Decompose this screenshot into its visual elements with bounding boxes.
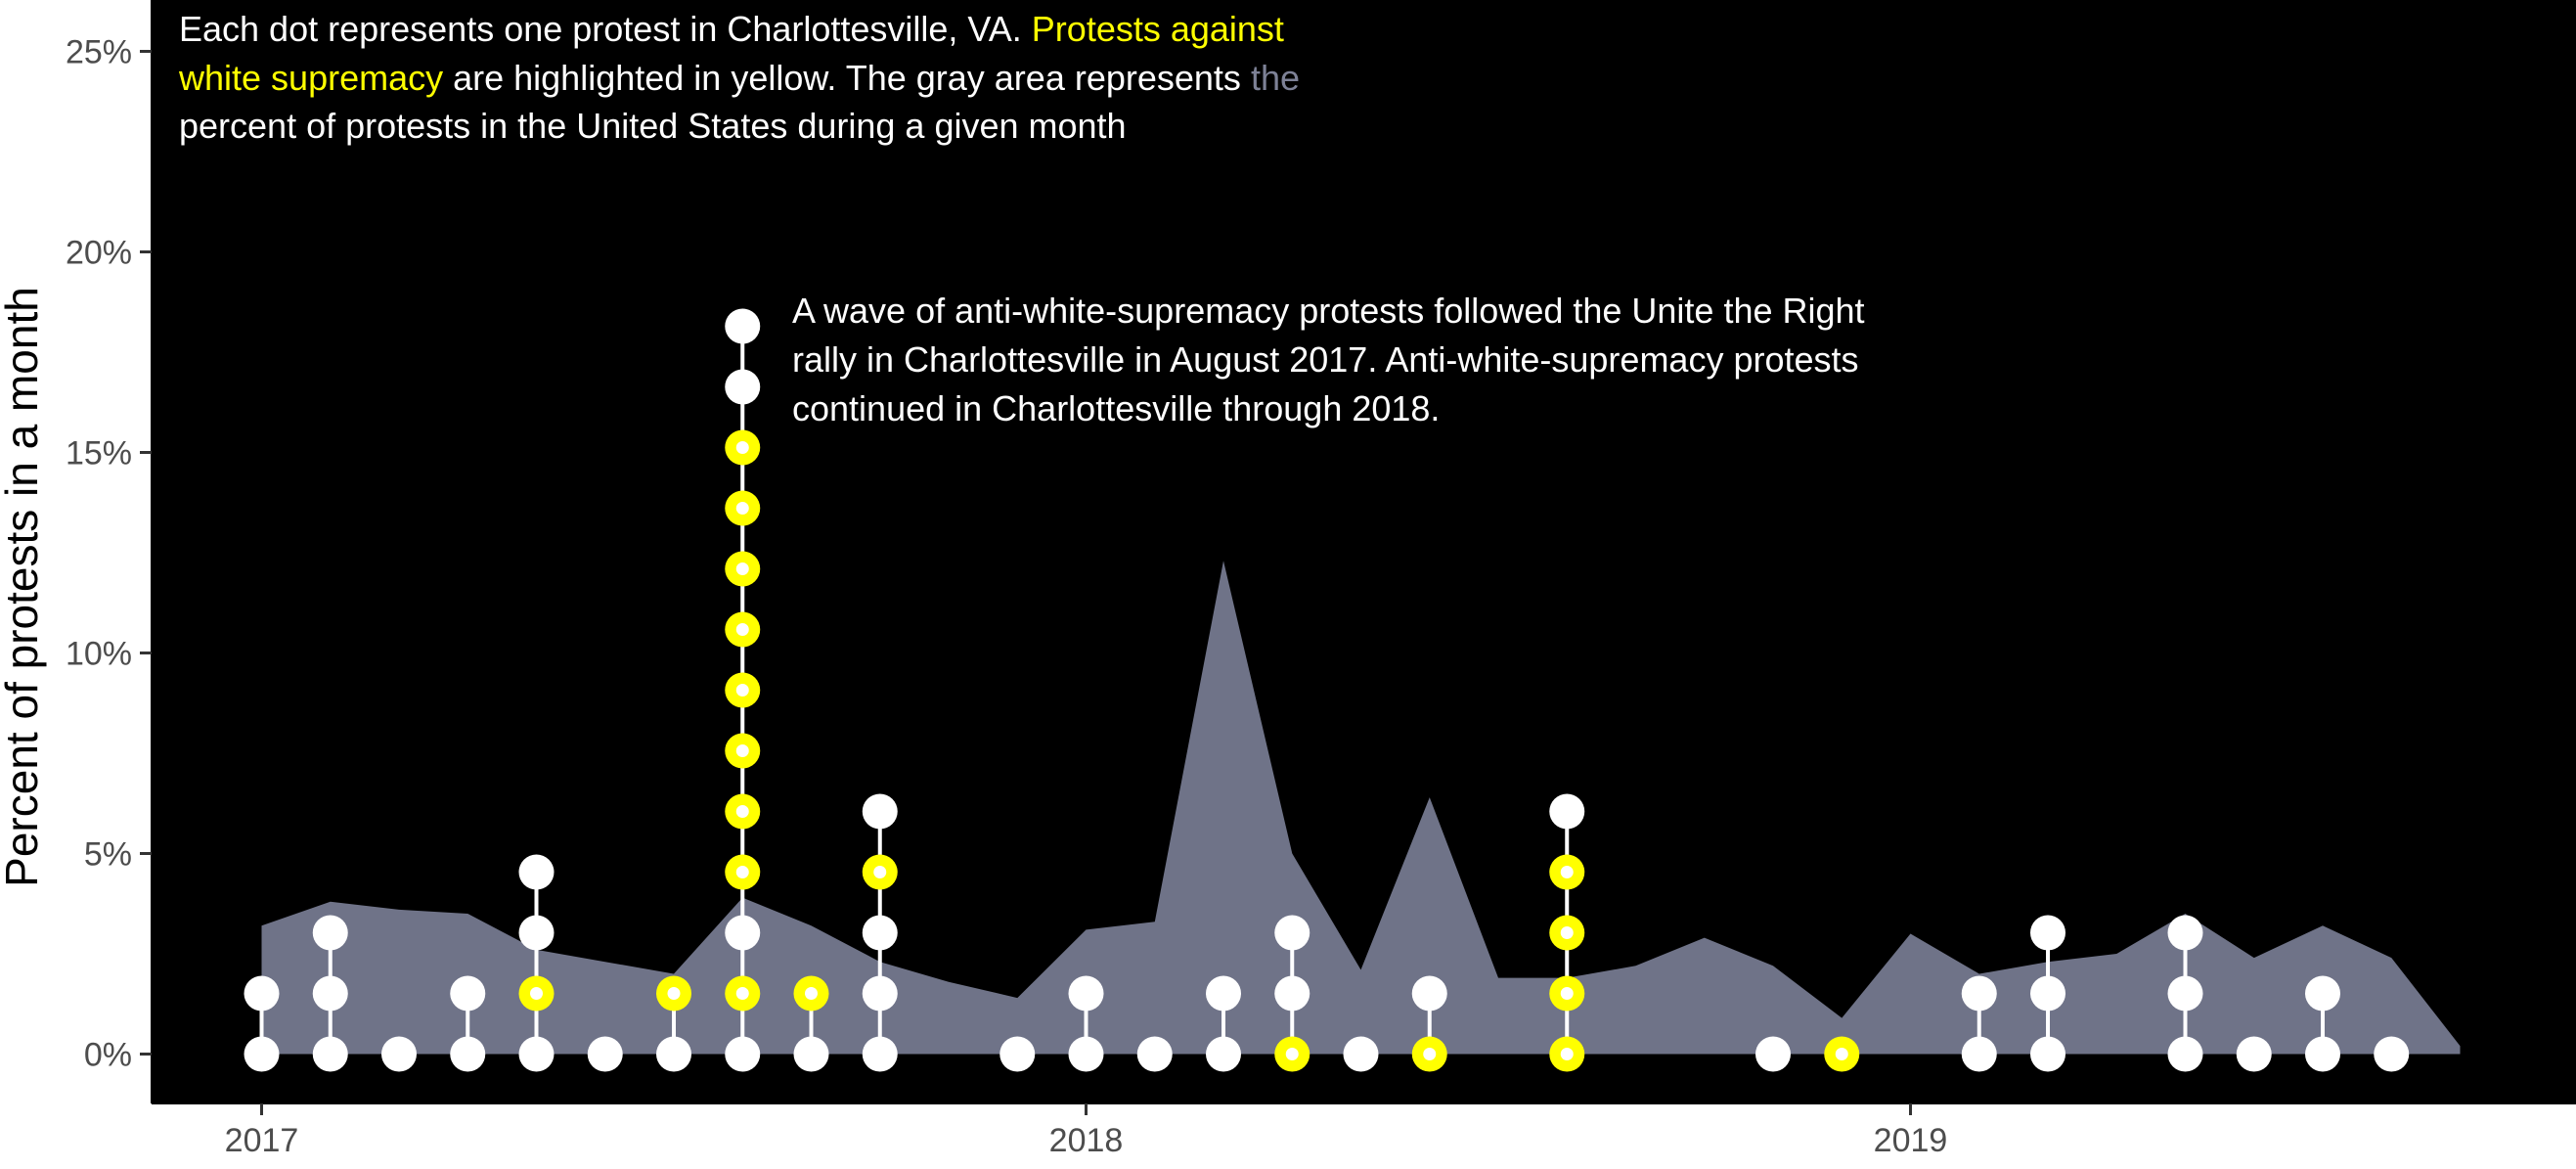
- us-protest-area-layer: [261, 561, 2461, 1055]
- annotation-line-2: rally in Charlottesville in August 2017.…: [792, 339, 1859, 380]
- caption-gray-the: the: [1251, 58, 1300, 98]
- caption-line-1-text: Each dot represents one protest in Charl…: [179, 9, 1032, 49]
- protest-dot: [656, 1036, 691, 1072]
- protest-dot: [2030, 915, 2065, 951]
- caption-highlight-white-supremacy: white supremacy: [178, 58, 443, 98]
- us-protest-area-0: [261, 561, 2461, 1055]
- protest-dot: [1206, 975, 1241, 1012]
- protest-dot: [450, 1036, 486, 1072]
- y-tick-label: 15%: [66, 435, 132, 472]
- anti-white-supremacy-dot-center: [735, 562, 749, 575]
- protest-dot: [244, 975, 280, 1012]
- protest-dot: [999, 1036, 1036, 1072]
- anti-white-supremacy-dot-center: [1560, 866, 1574, 878]
- y-axis-title: Percent of protests in a month: [0, 287, 47, 887]
- protest-dot: [2030, 1036, 2065, 1072]
- protest-dot: [2167, 975, 2203, 1012]
- anti-white-supremacy-dot-center: [1835, 1048, 1848, 1060]
- protest-dot: [2374, 1036, 2410, 1072]
- protest-dot: [725, 308, 761, 344]
- caption-line-3: percent of protests in the United States…: [179, 106, 1127, 146]
- x-tick-label: 2019: [1874, 1122, 1948, 1159]
- anti-white-supremacy-dot-center: [1560, 1048, 1574, 1060]
- anti-white-supremacy-dot-center: [873, 866, 887, 878]
- protest-dot: [244, 1036, 280, 1072]
- annotation-line-3: continued in Charlottesville through 201…: [792, 388, 1440, 428]
- protest-dot: [1755, 1036, 1791, 1072]
- protest-dot: [2030, 975, 2065, 1012]
- anti-white-supremacy-dot-center: [735, 502, 749, 515]
- anti-white-supremacy-dot-center: [735, 805, 749, 818]
- anti-white-supremacy-dot-center: [735, 744, 749, 757]
- plot-panel: [152, 0, 2576, 1103]
- protest-dot: [725, 369, 761, 405]
- annotation-line-1: A wave of anti-white-supremacy protests …: [792, 291, 1865, 331]
- protest-dot: [312, 1036, 348, 1072]
- protest-dot: [725, 1036, 761, 1072]
- protest-dot: [518, 1036, 555, 1072]
- protest-dot: [450, 975, 486, 1012]
- anti-white-supremacy-dot-center: [1285, 1048, 1299, 1060]
- protest-dot: [862, 793, 898, 830]
- axis-layer: 0% 5% 10% 15% 20% 25% 2017 2018 2019: [66, 0, 2576, 1159]
- protest-dot: [1961, 1036, 1997, 1072]
- protest-dot: [312, 975, 348, 1012]
- anti-white-supremacy-dot-center: [530, 987, 543, 1000]
- protest-dot: [312, 915, 348, 951]
- protest-dot: [1274, 915, 1310, 951]
- anti-white-supremacy-dot-center: [805, 987, 818, 1000]
- protest-dot: [725, 915, 761, 951]
- protest-dot: [518, 854, 555, 890]
- protest-dot: [518, 915, 555, 951]
- anti-white-supremacy-dot-center: [735, 987, 749, 1000]
- protest-dot: [862, 975, 898, 1012]
- anti-white-supremacy-dot-center: [667, 987, 681, 1000]
- caption-highlight-protests-against: Protests against: [1032, 9, 1284, 49]
- anti-white-supremacy-dot-center: [1560, 987, 1574, 1000]
- anti-white-supremacy-dot-center: [1560, 926, 1574, 939]
- anti-white-supremacy-dot-center: [735, 684, 749, 697]
- protest-dot-layer: [244, 308, 2410, 1072]
- anti-white-supremacy-dot-center: [735, 441, 749, 454]
- protest-dot: [2305, 1036, 2340, 1072]
- protest-dot: [2167, 1036, 2203, 1072]
- y-tick-label: 0%: [84, 1037, 132, 1074]
- y-tick-label: 10%: [66, 636, 132, 673]
- protest-dot: [1411, 975, 1447, 1012]
- protest-dot: [1206, 1036, 1241, 1072]
- x-tick-label: 2017: [225, 1122, 299, 1159]
- protest-dot: [2305, 975, 2340, 1012]
- protest-dot: [2167, 915, 2203, 951]
- caption-line-1: Each dot represents one protest in Charl…: [179, 9, 1284, 49]
- protest-dot: [1961, 975, 1997, 1012]
- protest-dot: [1343, 1036, 1379, 1072]
- protest-dot: [1549, 793, 1585, 830]
- anti-white-supremacy-dot-center: [735, 623, 749, 636]
- caption-line-2: white supremacy are highlighted in yello…: [178, 58, 1300, 98]
- protest-dot: [1068, 1036, 1104, 1072]
- protest-dot: [1136, 1036, 1173, 1072]
- y-tick-label: 25%: [66, 34, 132, 71]
- caption-line-2-text: are highlighted in yellow. The gray area…: [443, 58, 1251, 98]
- protest-dot: [1274, 975, 1310, 1012]
- protest-dot: [862, 915, 898, 951]
- protest-dot: [862, 1036, 898, 1072]
- y-tick-label: 5%: [84, 836, 132, 874]
- anti-white-supremacy-dot-center: [735, 866, 749, 878]
- anti-white-supremacy-dot-center: [1423, 1048, 1437, 1060]
- protest-dot: [381, 1036, 417, 1072]
- protest-dot: [1068, 975, 1104, 1012]
- x-tick-label: 2018: [1049, 1122, 1124, 1159]
- protest-dot: [587, 1036, 623, 1072]
- protest-dot: [793, 1036, 829, 1072]
- y-tick-label: 20%: [66, 235, 132, 272]
- protest-dot: [2236, 1036, 2272, 1072]
